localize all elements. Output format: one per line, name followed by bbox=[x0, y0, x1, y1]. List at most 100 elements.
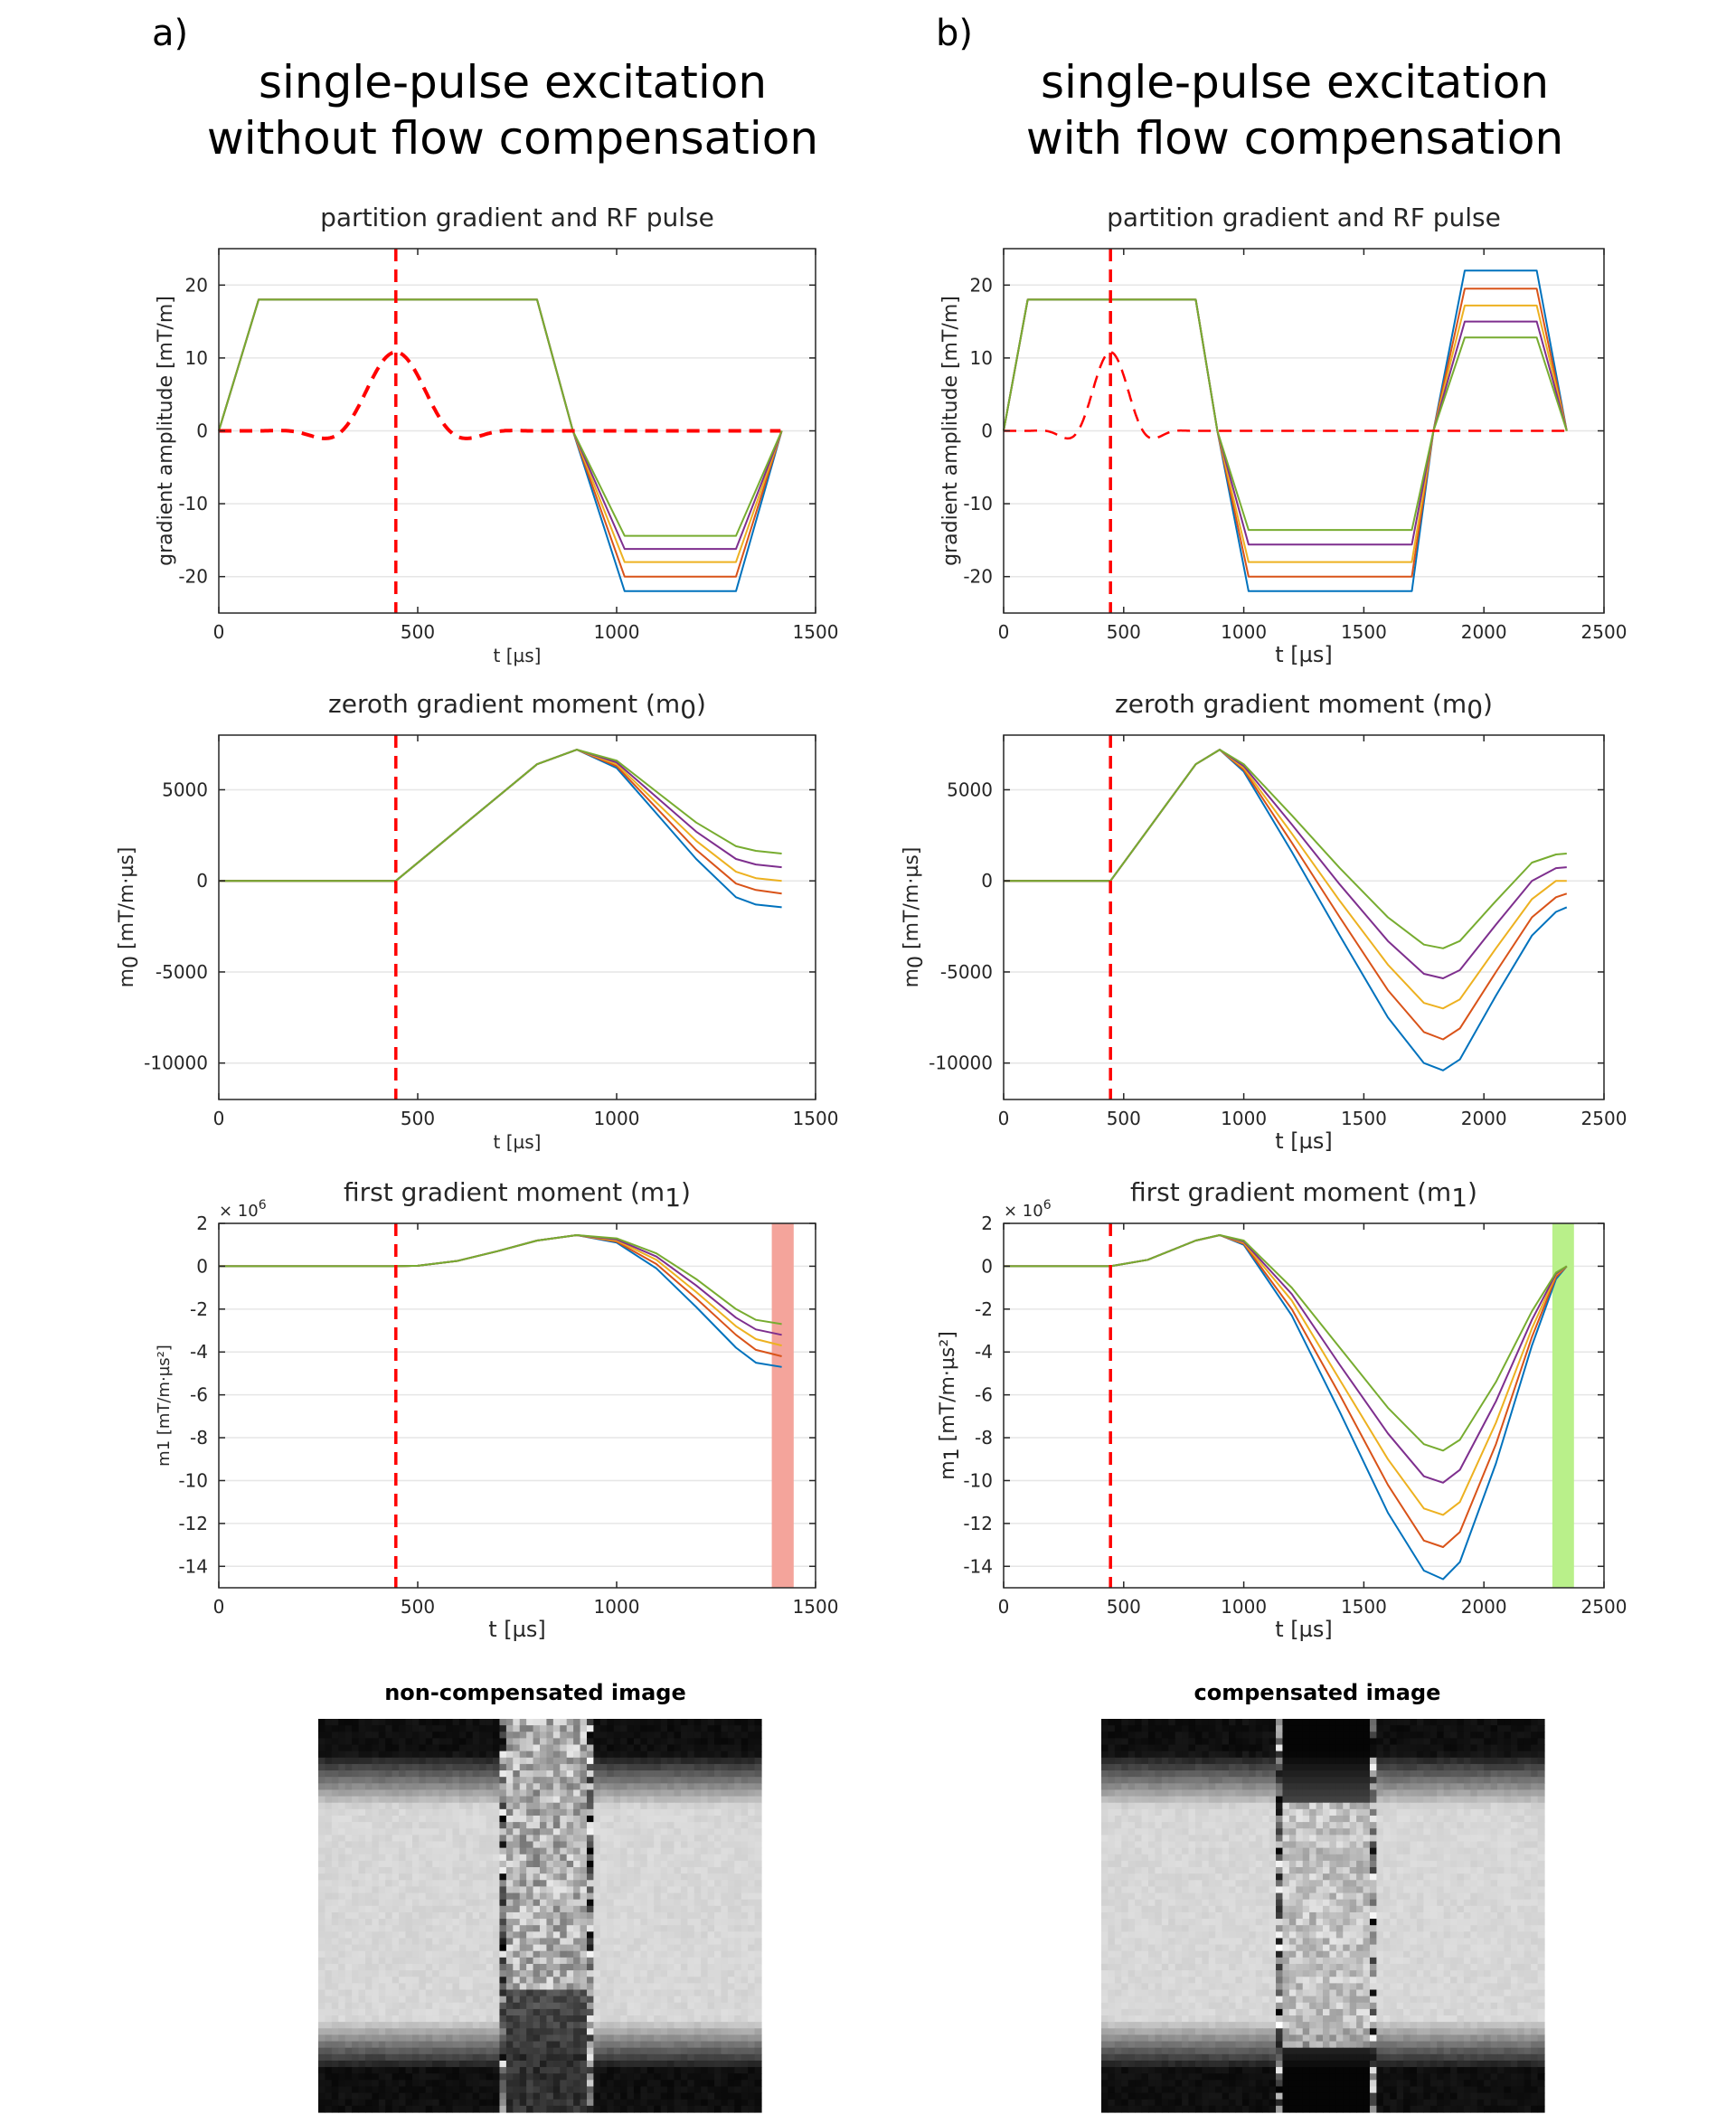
image-pixel bbox=[432, 1828, 440, 1836]
series-line-purple bbox=[1004, 1234, 1568, 1484]
image-pixel bbox=[599, 1847, 608, 1855]
image-pixel bbox=[660, 1719, 668, 1726]
image-pixel bbox=[674, 1828, 682, 1836]
image-pixel bbox=[1296, 1757, 1304, 1765]
image-pixel bbox=[411, 2092, 420, 2100]
image-pixel bbox=[1175, 1744, 1183, 1752]
image-pixel bbox=[405, 1867, 413, 1874]
image-pixel bbox=[1121, 1751, 1129, 1759]
x-tick-label: 1500 bbox=[793, 1108, 839, 1129]
image-pixel bbox=[633, 1963, 641, 1971]
image-pixel bbox=[493, 1867, 501, 1874]
image-pixel bbox=[627, 1783, 635, 1791]
image-pixel bbox=[425, 2073, 433, 2081]
image-pixel bbox=[493, 2047, 501, 2055]
image-pixel bbox=[613, 2105, 621, 2113]
image-pixel bbox=[513, 1757, 521, 1765]
image-pixel bbox=[613, 1938, 621, 1946]
image-pixel bbox=[318, 1925, 326, 1932]
x-axis-label: t [µs] bbox=[494, 645, 542, 666]
image-pixel bbox=[727, 2047, 735, 2055]
image-pixel bbox=[385, 1899, 393, 1907]
image-pixel bbox=[1390, 1738, 1398, 1746]
image-pixel bbox=[358, 2015, 366, 2023]
image-pixel bbox=[714, 1777, 722, 1784]
image-pixel bbox=[580, 1808, 588, 1817]
image-pixel bbox=[364, 1944, 373, 1952]
image-pixel bbox=[654, 1957, 662, 1965]
image-pixel bbox=[1155, 1725, 1163, 1732]
image-pixel bbox=[640, 2105, 648, 2113]
image-pixel bbox=[660, 1828, 668, 1836]
image-pixel bbox=[432, 1886, 440, 1894]
image-pixel bbox=[693, 2028, 702, 2036]
image-pixel bbox=[364, 2047, 373, 2055]
image-pixel bbox=[560, 2015, 568, 2023]
image-pixel bbox=[513, 1841, 521, 1849]
image-pixel bbox=[552, 1835, 561, 1843]
image-pixel bbox=[344, 1751, 353, 1759]
image-pixel bbox=[741, 2002, 749, 2010]
image-pixel bbox=[472, 2080, 480, 2088]
image-pixel bbox=[660, 1867, 668, 1874]
image-pixel bbox=[687, 2080, 695, 2088]
image-pixel bbox=[472, 1892, 480, 1901]
image-pixel bbox=[1147, 1751, 1156, 1759]
image-pixel bbox=[566, 1738, 574, 1746]
image-pixel bbox=[721, 1911, 729, 1920]
image-pixel bbox=[513, 2015, 521, 2023]
image-pixel bbox=[701, 1970, 709, 1977]
image-pixel bbox=[1497, 1763, 1505, 1771]
image-pixel bbox=[693, 1732, 702, 1739]
image-pixel bbox=[331, 1738, 339, 1746]
image-pixel bbox=[338, 1873, 346, 1881]
image-pixel bbox=[472, 1919, 480, 1926]
image-pixel bbox=[358, 2034, 366, 2043]
image-pixel bbox=[364, 1886, 373, 1894]
image-pixel bbox=[654, 1796, 662, 1804]
image-pixel bbox=[325, 2060, 333, 2068]
image-pixel bbox=[546, 1977, 554, 1984]
image-pixel bbox=[352, 1828, 360, 1836]
image-pixel bbox=[399, 2105, 407, 2113]
image-pixel bbox=[714, 1886, 722, 1894]
image-pixel bbox=[499, 2053, 507, 2062]
image-pixel bbox=[546, 2047, 554, 2055]
image-pixel bbox=[646, 1996, 655, 2004]
image-pixel bbox=[552, 1950, 561, 1958]
image-pixel bbox=[552, 2008, 561, 2016]
image-pixel bbox=[654, 2034, 662, 2043]
image-pixel bbox=[505, 1783, 514, 1791]
image-pixel bbox=[364, 1828, 373, 1836]
image-pixel bbox=[627, 1751, 635, 1759]
image-pixel bbox=[1269, 1770, 1277, 1778]
image-pixel bbox=[754, 2073, 762, 2081]
image-pixel bbox=[633, 2099, 641, 2107]
image-pixel bbox=[1510, 1770, 1518, 1778]
image-pixel bbox=[1269, 1763, 1277, 1771]
image-pixel bbox=[646, 1777, 655, 1784]
image-pixel bbox=[654, 2053, 662, 2062]
image-pixel bbox=[364, 2034, 373, 2043]
image-pixel bbox=[693, 1892, 702, 1901]
image-pixel bbox=[613, 1822, 621, 1829]
image-pixel bbox=[364, 1822, 373, 1829]
image-pixel bbox=[439, 1763, 447, 1771]
image-pixel bbox=[499, 2008, 507, 2016]
image-pixel bbox=[446, 1808, 454, 1817]
image-pixel bbox=[385, 1835, 393, 1843]
image-pixel bbox=[519, 1738, 527, 1746]
image-pixel bbox=[667, 2053, 675, 2062]
image-pixel bbox=[1363, 1725, 1371, 1732]
image-pixel bbox=[499, 2022, 507, 2029]
image-pixel bbox=[446, 2086, 454, 2094]
image-pixel bbox=[1323, 1744, 1331, 1752]
image-pixel bbox=[533, 1763, 541, 1771]
image-pixel bbox=[754, 2034, 762, 2043]
image-pixel bbox=[674, 1919, 682, 1926]
image-pixel bbox=[727, 2034, 735, 2043]
image-pixel bbox=[1382, 1751, 1391, 1759]
image-pixel bbox=[1188, 1725, 1196, 1732]
image-pixel bbox=[472, 1983, 480, 1991]
image-pixel bbox=[1222, 1757, 1230, 1765]
